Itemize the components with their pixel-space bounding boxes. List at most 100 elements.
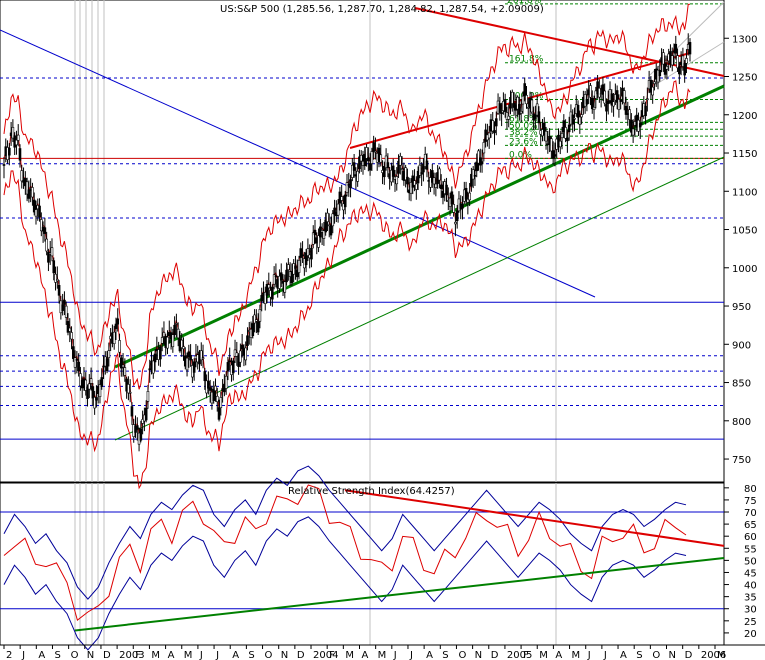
price-bar-body — [175, 323, 178, 325]
price-bar-body — [75, 359, 79, 361]
price-bar-body — [47, 252, 50, 263]
price-bar-body — [160, 337, 164, 344]
price-bar-body — [519, 111, 523, 114]
x-tick-label: S — [442, 650, 448, 660]
price-bar-body — [610, 93, 614, 106]
price-bar-body — [585, 98, 589, 105]
price-bar-body — [8, 147, 11, 156]
x-tick-label: N — [669, 650, 676, 660]
rsi-lines — [3, 465, 725, 651]
x-tick-label: J — [215, 650, 219, 660]
price-bar-body — [151, 360, 155, 374]
fib-label: 261.8% — [507, 0, 542, 6]
price-bar-body — [235, 352, 239, 357]
x-tick-label: J — [603, 650, 607, 660]
price-bar-body — [477, 150, 480, 164]
price-bar-body — [52, 260, 56, 274]
price-bar-body — [349, 179, 352, 189]
price-bar-body — [678, 66, 681, 75]
price-y-axis: 750 800 850 900 950 1000 1050 1100 1150 1200 1250 1… — [724, 34, 757, 466]
rsi-upper-band — [3, 465, 687, 600]
x-tick-label: M — [572, 650, 581, 660]
price-bar-body — [43, 227, 47, 234]
x-tick-label: A — [555, 650, 562, 660]
price-bar-body — [336, 203, 340, 216]
price-bar-body — [560, 133, 564, 139]
price-bar-body — [503, 99, 507, 112]
price-panel-border — [0, 0, 725, 483]
price-bar-body — [617, 99, 621, 110]
price-bar-body — [674, 43, 678, 54]
price-bar-body — [306, 248, 310, 256]
price-bar-body — [73, 357, 77, 368]
fib-label: 38.2% — [509, 128, 538, 138]
price-bar-body — [121, 364, 125, 368]
x-tick-label: A — [426, 650, 433, 660]
price-bar-body — [352, 162, 356, 171]
price-bar-body — [498, 103, 502, 113]
price-bar-body — [256, 321, 260, 333]
x-tick-label: S — [54, 650, 60, 660]
price-bar-body — [688, 42, 692, 55]
price-bar-body — [34, 209, 38, 217]
x-tick-label: S — [636, 650, 642, 660]
price-bar-body — [619, 99, 622, 102]
price-bar-body — [612, 101, 615, 107]
price-bar-body — [61, 304, 64, 311]
price-bar-body — [63, 299, 66, 305]
fib-label: 23.6% — [509, 137, 538, 147]
price-bar-body — [377, 147, 381, 161]
price-bar-body — [93, 397, 96, 409]
price-bar-body — [464, 187, 468, 200]
rsi-resistance-line — [344, 489, 725, 547]
rsi-grid — [0, 483, 724, 645]
price-bar-body — [480, 161, 484, 165]
price-bar-body — [89, 378, 93, 384]
price-bar-body — [534, 114, 537, 119]
price-bar-body — [215, 395, 219, 403]
price-bar-body — [98, 384, 102, 398]
price-bar-body — [162, 332, 166, 337]
price-bar-body — [258, 309, 262, 322]
price-bar-body — [406, 176, 409, 185]
price-bar-body — [18, 148, 22, 161]
price-bar-body — [70, 332, 73, 340]
price-bar-body — [439, 184, 443, 189]
x-tick-label: J — [587, 650, 591, 660]
price-bar-body — [180, 339, 184, 348]
price-bar-body — [116, 318, 120, 325]
price-bar-body — [27, 189, 31, 199]
price-bar-body — [226, 362, 230, 372]
rsi-lower-band — [3, 516, 687, 651]
y-tick-label: 1150 — [732, 149, 757, 160]
x-tick-label: F — [329, 650, 335, 660]
price-bar-body — [356, 170, 359, 182]
price-bar-body — [340, 196, 343, 201]
price-bar-body — [653, 81, 656, 84]
y-tick-label: 1000 — [732, 264, 757, 275]
rsi-y-tick-label: 35 — [744, 593, 757, 604]
fibonacci-levels: 261.8%161.8%100.0%61.8%50.0%38.2%23.6%0.… — [505, 0, 724, 160]
price-bar-body — [359, 154, 363, 162]
price-bar-body — [493, 130, 496, 134]
price-bar-body — [646, 98, 649, 101]
fib-label: 61.8% — [509, 114, 538, 124]
price-bar-body — [50, 247, 54, 257]
price-bar-body — [135, 425, 139, 430]
price-bar-body — [566, 137, 569, 142]
price-bar-body — [630, 119, 633, 133]
price-bar-body — [683, 63, 686, 76]
price-bar-body — [112, 331, 116, 345]
price-bar-body — [562, 120, 566, 133]
price-bar-body — [422, 163, 425, 173]
x-tick-label: D — [103, 650, 111, 660]
price-bar-body — [141, 419, 144, 424]
price-bar-body — [399, 155, 402, 166]
price-bar-body — [310, 247, 313, 260]
y-tick-label: 1200 — [732, 111, 757, 122]
price-bar-body — [272, 274, 276, 285]
price-bar-body — [203, 371, 207, 382]
price-bar-body — [395, 176, 399, 185]
price-bar-body — [301, 254, 304, 257]
price-bar-body — [615, 90, 619, 103]
